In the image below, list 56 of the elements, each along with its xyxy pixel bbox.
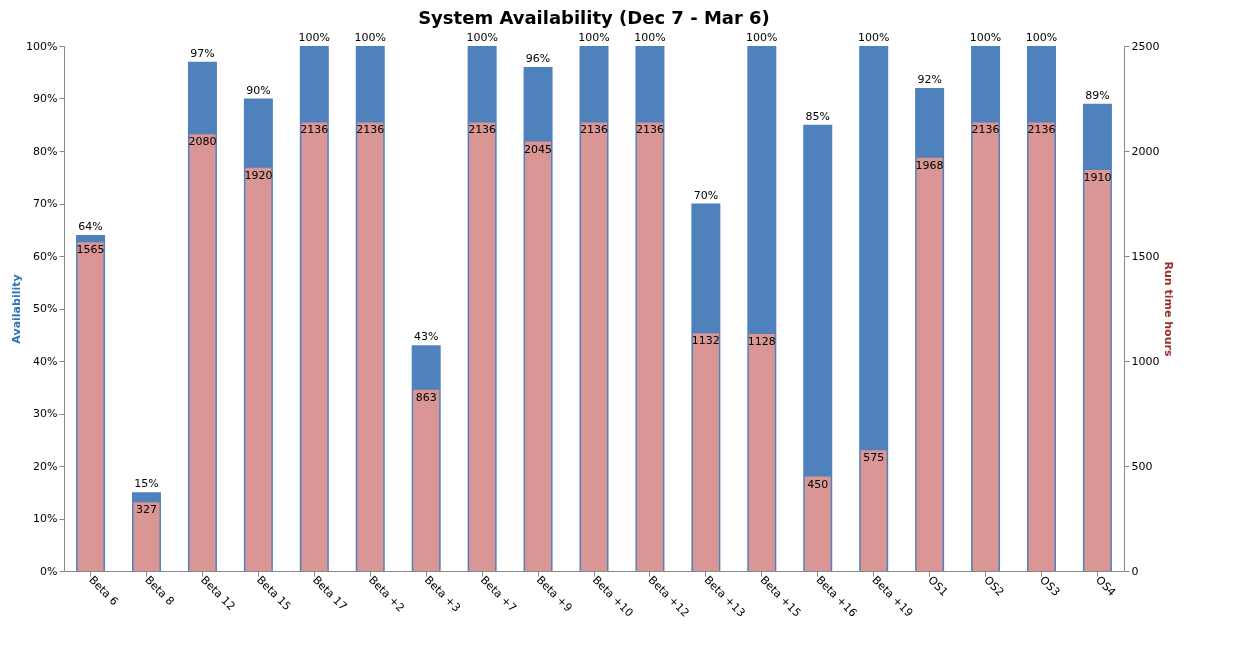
data-label: 100% xyxy=(746,31,778,44)
data-label: 15% xyxy=(134,477,159,491)
data-label: 575 xyxy=(863,451,885,465)
y2-tick-label: 2000 xyxy=(1131,144,1160,158)
data-label: 70% xyxy=(693,188,719,202)
data-label: 450 xyxy=(807,477,829,491)
y-tick-label: 50% xyxy=(33,302,58,315)
data-label: 2136 xyxy=(300,123,329,137)
data-label: 1128 xyxy=(747,335,776,349)
bar xyxy=(860,450,887,571)
chart-title: System Availability (Dec 7 - Mar 6) xyxy=(418,7,770,28)
data-label: 100% xyxy=(354,31,386,44)
data-label: 97% xyxy=(190,46,215,60)
y-tick-label: 70% xyxy=(33,197,58,210)
y-tick-label: 80% xyxy=(33,144,58,158)
data-label: 100% xyxy=(634,31,666,44)
data-label: 100% xyxy=(298,31,331,44)
y2-tick-label: 1500 xyxy=(1131,249,1160,263)
y-axis-title: Availability xyxy=(10,274,24,344)
y-tick-label: 40% xyxy=(33,354,58,368)
y2-tick-label: 0 xyxy=(1131,564,1139,578)
data-label: 2136 xyxy=(971,123,1000,137)
y2-axis-title: Run time hours xyxy=(1162,261,1176,357)
data-label: 100% xyxy=(857,31,890,44)
data-label: 90% xyxy=(246,83,271,97)
y-tick-label: 10% xyxy=(33,512,58,525)
y2-tick-label: 500 xyxy=(1131,459,1153,473)
y2-tick-label: 1000 xyxy=(1131,354,1160,368)
data-label: 1968 xyxy=(915,158,944,172)
data-label: 64% xyxy=(78,220,103,233)
data-label: 863 xyxy=(415,390,437,404)
y-tick-label: 0% xyxy=(40,564,58,578)
data-label: 96% xyxy=(525,52,551,65)
y2-tick-label: 2500 xyxy=(1131,39,1160,53)
data-label: 43% xyxy=(413,330,439,344)
data-label: 1910 xyxy=(1083,170,1112,184)
data-label: 1920 xyxy=(244,168,273,182)
data-label: 100% xyxy=(1025,31,1058,44)
y-tick-label: 90% xyxy=(33,92,58,105)
y-tick-label: 60% xyxy=(33,249,58,263)
data-label: 100% xyxy=(969,31,1002,44)
data-label: 2136 xyxy=(1027,123,1056,137)
data-label: 2080 xyxy=(188,135,217,149)
data-label: 89% xyxy=(1085,88,1110,102)
data-label: 100% xyxy=(578,31,610,44)
y-tick-label: 100% xyxy=(26,39,58,53)
y-tick-label: 30% xyxy=(33,407,58,420)
bar xyxy=(804,476,831,571)
data-label: 2136 xyxy=(356,123,385,137)
data-label: 92% xyxy=(917,73,942,86)
data-label: 100% xyxy=(466,31,498,44)
data-label: 327 xyxy=(136,503,158,517)
data-label: 1132 xyxy=(691,334,720,348)
data-label: 1565 xyxy=(76,243,105,257)
y-tick-label: 20% xyxy=(33,459,58,473)
data-label: 85% xyxy=(805,109,830,123)
